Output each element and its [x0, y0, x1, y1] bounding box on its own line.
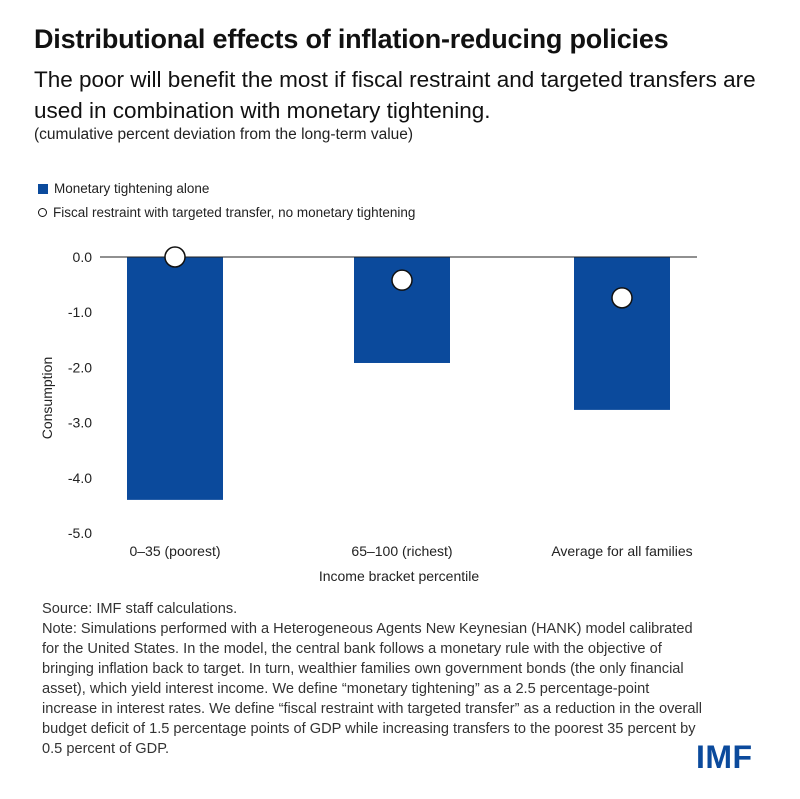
- source-text: Source: IMF staff calculations.: [42, 601, 238, 617]
- legend-label-fiscal: Fiscal restraint with targeted transfer,…: [53, 205, 416, 220]
- marker-fiscal-0: [164, 246, 186, 268]
- x-axis-label: Income bracket percentile: [319, 568, 480, 584]
- x-category-label: Average for all families: [551, 543, 692, 559]
- bar-monetary-2: [574, 257, 670, 410]
- y-tick-label: -2.0: [68, 359, 92, 375]
- chart-title: Distributional effects of inflation-redu…: [34, 24, 669, 54]
- legend-item-monetary: Monetary tightening alone: [38, 181, 209, 196]
- legend-square-swatch: [38, 183, 48, 194]
- y-axis-label: Consumption: [39, 357, 55, 440]
- y-tick-label: 0.0: [73, 249, 93, 265]
- unit-note: (cumulative percent deviation from the l…: [34, 126, 414, 143]
- y-tick-label: -3.0: [68, 415, 92, 431]
- chart-subtitle: The poor will benefit the most if fiscal…: [34, 67, 756, 123]
- source-notes: Source: IMF staff calculations. Note: Si…: [42, 599, 702, 759]
- legend-label-monetary: Monetary tightening alone: [54, 181, 210, 196]
- note-text: Note: Simulations performed with a Heter…: [42, 621, 703, 757]
- marker-fiscal-2: [611, 287, 633, 309]
- y-tick-label: -1.0: [68, 304, 92, 320]
- bar-monetary-0: [127, 257, 223, 500]
- legend-circle-swatch: [38, 208, 47, 217]
- y-tick-label: -5.0: [68, 525, 92, 541]
- x-category-label: 65–100 (richest): [351, 543, 452, 559]
- y-tick-label: -4.0: [68, 470, 92, 486]
- imf-logo: IMF: [696, 739, 753, 775]
- bar-chart: 0.0 -1.0 -2.0 -3.0 -4.0 -5.0 0–35 (poorest) 65–…: [39, 246, 697, 584]
- legend-item-fiscal: Fiscal restraint with targeted transfer,…: [38, 205, 415, 220]
- x-category-label: 0–35 (poorest): [129, 543, 220, 559]
- plot-area: 0.0 -1.0 -2.0 -3.0 -4.0 -5.0 0–35 (poorest) 65–…: [68, 246, 697, 559]
- marker-fiscal-1: [391, 269, 413, 291]
